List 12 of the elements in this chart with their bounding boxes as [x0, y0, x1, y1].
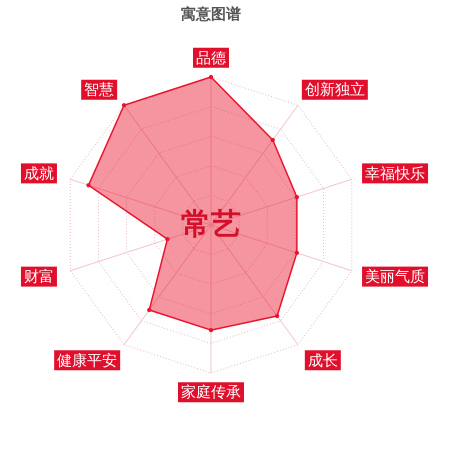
spoke-label: 美丽气质 — [365, 268, 426, 286]
spoke-label: 成长 — [308, 351, 338, 370]
spoke-label: 健康平安 — [57, 351, 118, 370]
spoke-label: 幸福快乐 — [365, 164, 426, 182]
spoke-label: 创新独立 — [304, 80, 365, 99]
spoke-label: 家庭传承 — [181, 383, 241, 402]
chart-title: 寓意图谱 — [181, 5, 241, 23]
spoke-label: 财富 — [24, 268, 54, 286]
spoke-label: 品德 — [196, 48, 226, 67]
spoke-label: 智慧 — [84, 80, 114, 99]
spoke-label: 成就 — [24, 164, 54, 182]
text: 常艺 — [181, 207, 241, 242]
